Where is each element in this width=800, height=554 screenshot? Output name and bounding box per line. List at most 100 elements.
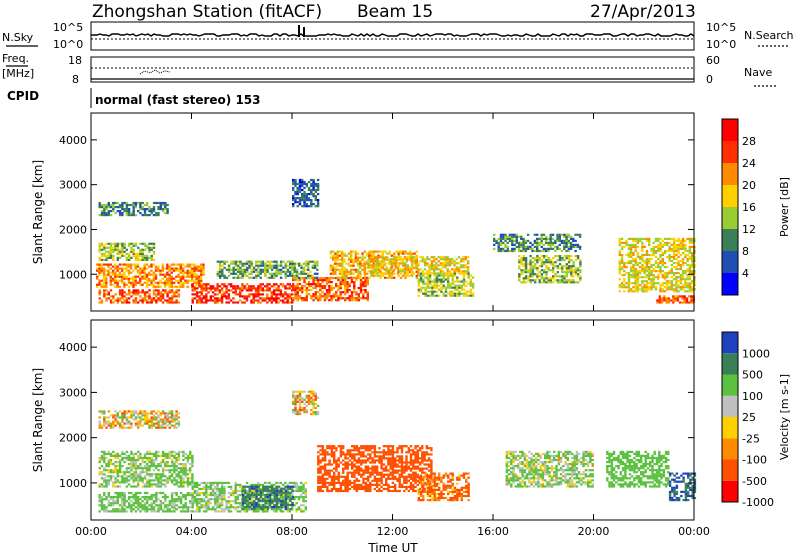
heatmap-cell [98, 244, 101, 247]
heatmap-cell [132, 475, 135, 478]
heatmap-cell [314, 199, 317, 202]
heatmap-cell [107, 254, 110, 257]
heatmap-cell [393, 254, 396, 257]
heatmap-cell [159, 477, 162, 480]
heatmap-cell [188, 271, 192, 274]
heatmap-cell [137, 412, 140, 415]
heatmap-cell [426, 272, 430, 275]
heatmap-cell [346, 287, 349, 290]
heatmap-cell [275, 301, 278, 304]
heatmap-cell [166, 452, 169, 455]
heatmap-cell [383, 268, 386, 271]
heatmap-cell [129, 271, 133, 274]
heatmap-cell [335, 299, 338, 302]
heatmap-cell [632, 259, 635, 263]
heatmap-cell [155, 456, 158, 460]
heatmap-cell [105, 475, 108, 478]
heatmap-cell [417, 280, 420, 283]
heatmap-cell [132, 504, 135, 507]
heatmap-cell [103, 454, 106, 457]
heatmap-cell [127, 269, 131, 272]
heatmap-cell [455, 262, 458, 265]
heatmap-cell [636, 288, 640, 291]
heatmap-cell [657, 249, 660, 253]
heatmap-cell [114, 500, 117, 503]
heatmap-cell [556, 247, 559, 250]
heatmap-cell [118, 293, 122, 296]
heatmap-cell [524, 245, 528, 248]
heatmap-cell [103, 498, 106, 501]
heatmap-cell [679, 274, 683, 277]
heatmap-cell [159, 206, 162, 209]
heatmap-cell [195, 273, 198, 276]
heatmap-cell [100, 271, 103, 274]
heatmap-cell [159, 463, 162, 466]
cpid-value: normal (fast stereo) 153 [95, 93, 261, 107]
heatmap-cell [168, 454, 171, 457]
heatmap-cell [444, 272, 447, 275]
heatmap-cell [465, 290, 468, 293]
heatmap-cell [186, 456, 190, 460]
heatmap-cell [359, 260, 362, 263]
heatmap-cell [198, 510, 201, 513]
heatmap-cell [141, 256, 144, 259]
heatmap-cell [284, 264, 287, 267]
heatmap-cell [112, 504, 115, 507]
heatmap-cell [561, 279, 564, 282]
heatmap-cell [648, 259, 651, 263]
heatmap-cell [329, 264, 333, 267]
heatmap-cell [175, 295, 178, 298]
heatmap-cell [632, 245, 635, 248]
heatmap-cell [132, 210, 135, 213]
heatmap-cell [196, 485, 199, 488]
heatmap-cell [105, 299, 108, 302]
heatmap-cell [98, 269, 101, 272]
heatmap-cell [209, 508, 212, 511]
heatmap-cell [572, 263, 575, 266]
heatmap-cell [379, 264, 382, 267]
heatmap-cell [531, 267, 535, 270]
heatmap-cell [515, 245, 518, 248]
heatmap-cell [148, 450, 151, 453]
heatmap-cell [143, 295, 147, 298]
heatmap-cell [112, 210, 115, 213]
heatmap-cell [107, 201, 110, 205]
heatmap-cell [118, 299, 122, 302]
heatmap-cell [444, 256, 447, 259]
heatmap-cell [232, 287, 235, 290]
heatmap-cell [301, 297, 304, 300]
heatmap-cell [109, 267, 112, 270]
heatmap-cell [134, 252, 138, 255]
heatmap-cell [146, 208, 149, 211]
heatmap-cell [529, 271, 532, 274]
heatmap-cell [307, 260, 310, 263]
heatmap-cell [618, 284, 621, 287]
heatmap-cell [686, 259, 689, 263]
heatmap-cell [569, 245, 573, 248]
heatmap-cell [341, 270, 344, 273]
heatmap-cell [363, 268, 366, 271]
heatmap-cell [627, 274, 631, 277]
heatmap-cell [232, 266, 235, 269]
heatmap-cell [424, 282, 427, 285]
heatmap-cell [220, 295, 224, 298]
heatmap-cell [367, 264, 370, 267]
heatmap-cell [146, 502, 149, 505]
heatmap-cell [453, 288, 457, 291]
heatmap-cell [223, 491, 226, 495]
heatmap-cell [195, 265, 198, 268]
heatmap-cell [191, 483, 194, 486]
heatmap-cell [561, 269, 564, 272]
heatmap-cell [207, 506, 210, 509]
heatmap-cell [471, 292, 475, 295]
heatmap-cell [139, 279, 142, 282]
heatmap-cell [405, 266, 409, 269]
heatmap-cell [191, 267, 194, 270]
heatmap-cell [362, 281, 365, 284]
heatmap-cell [116, 265, 119, 268]
heatmap-cell [107, 463, 110, 466]
heatmap-cell [150, 496, 153, 499]
heatmap-cell [107, 265, 110, 268]
heatmap-cell [218, 299, 221, 302]
heatmap-cell [205, 297, 208, 300]
